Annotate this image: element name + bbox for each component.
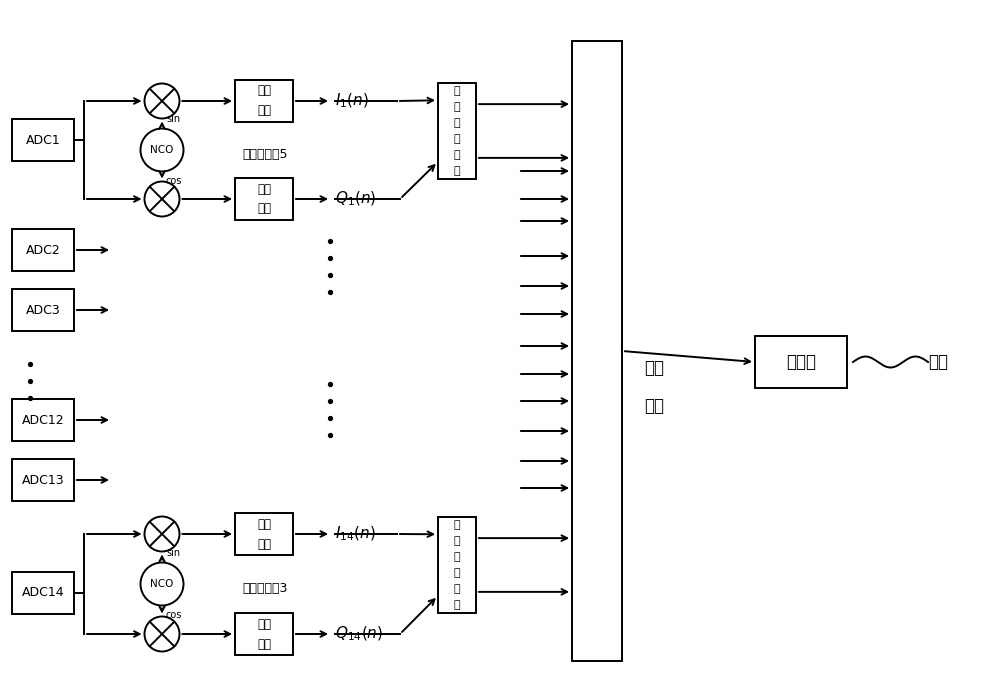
Text: NCO: NCO [150,145,174,155]
Text: 滤波: 滤波 [257,537,271,550]
Text: $I_1(n)$: $I_1(n)$ [335,92,369,110]
Bar [235,80,293,122]
Bar [12,289,74,331]
Text: $Q_1(n)$: $Q_1(n)$ [335,190,376,208]
Text: 收发器: 收发器 [786,353,816,371]
Bar [12,229,74,271]
Text: ADC14: ADC14 [22,587,64,600]
Text: ADC2: ADC2 [26,243,60,256]
Text: 号: 号 [454,568,460,578]
Bar [235,613,293,655]
Bar [235,513,293,555]
Circle shape [144,516,180,552]
Bar [235,178,293,220]
Text: 抽取: 抽取 [257,617,271,631]
Text: $Q_{14}(n)$: $Q_{14}(n)$ [335,625,383,643]
Bar [755,336,847,388]
Text: 抽取: 抽取 [257,183,271,195]
Text: sin: sin [166,114,180,124]
Text: 号: 号 [454,134,460,144]
Circle shape [144,84,180,118]
Circle shape [140,128,184,172]
Text: 滤波: 滤波 [257,203,271,216]
Text: $I_{14}(n)$: $I_{14}(n)$ [335,525,376,544]
Text: ADC13: ADC13 [22,473,64,487]
Bar [438,517,476,613]
Text: 组帧: 组帧 [644,359,664,377]
Text: 抽取: 抽取 [257,84,271,97]
Text: 基: 基 [454,86,460,96]
Text: 滤波: 滤波 [257,105,271,118]
Text: 理: 理 [454,600,460,610]
Bar [12,399,74,441]
Text: NCO: NCO [150,579,174,589]
Text: 带: 带 [454,536,460,546]
Text: ADC3: ADC3 [26,304,60,316]
Text: 信: 信 [454,552,460,562]
Circle shape [144,617,180,652]
Bar [438,83,476,179]
Text: 处: 处 [454,584,460,594]
Text: 抽取系数：3: 抽取系数：3 [242,581,287,594]
Text: sin: sin [166,548,180,558]
Bar [572,41,622,661]
Bar [12,459,74,501]
Text: 基: 基 [454,520,460,530]
Text: 处: 处 [454,150,460,160]
Text: ADC12: ADC12 [22,414,64,427]
Bar [12,119,74,161]
Text: 抽取: 抽取 [257,518,271,531]
Text: 带: 带 [454,102,460,112]
Text: cos: cos [166,610,182,619]
Circle shape [144,181,180,216]
Text: 理: 理 [454,166,460,176]
Text: 模块: 模块 [644,397,664,415]
Text: 抽取系数：5: 抽取系数：5 [242,147,288,160]
Bar [12,572,74,614]
Text: cos: cos [166,176,182,185]
Text: ADC1: ADC1 [26,133,60,147]
Text: 光纤: 光纤 [928,353,948,371]
Text: 信: 信 [454,118,460,128]
Text: 滤波: 滤波 [257,637,271,650]
Circle shape [140,562,184,606]
